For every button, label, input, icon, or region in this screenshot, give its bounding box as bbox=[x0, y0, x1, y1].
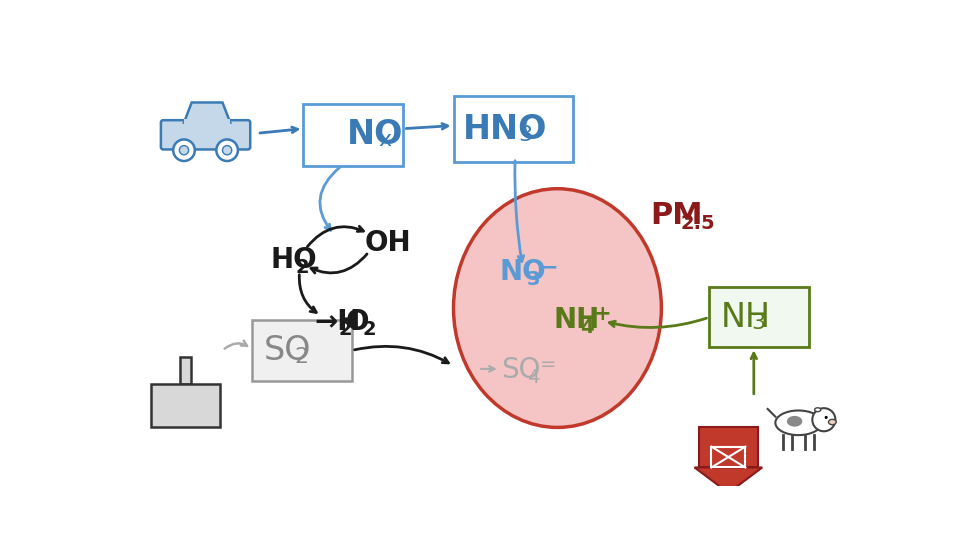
FancyBboxPatch shape bbox=[180, 357, 191, 383]
Circle shape bbox=[173, 139, 195, 161]
FancyBboxPatch shape bbox=[699, 428, 757, 467]
FancyBboxPatch shape bbox=[709, 287, 809, 347]
Text: =: = bbox=[540, 355, 556, 374]
Polygon shape bbox=[184, 103, 230, 122]
Text: SO: SO bbox=[501, 355, 540, 384]
Text: HNO: HNO bbox=[463, 112, 547, 146]
FancyBboxPatch shape bbox=[161, 120, 251, 150]
Text: 2.5: 2.5 bbox=[681, 214, 715, 233]
Text: →H: →H bbox=[315, 308, 361, 336]
Circle shape bbox=[216, 139, 238, 161]
Text: 2: 2 bbox=[363, 320, 376, 339]
FancyBboxPatch shape bbox=[303, 104, 403, 165]
Text: 2: 2 bbox=[296, 258, 309, 277]
Text: PM: PM bbox=[650, 201, 703, 230]
Text: NO: NO bbox=[500, 258, 546, 286]
Circle shape bbox=[223, 146, 231, 155]
Text: SO: SO bbox=[263, 334, 311, 367]
FancyBboxPatch shape bbox=[252, 319, 352, 381]
Circle shape bbox=[812, 408, 835, 431]
Text: NO: NO bbox=[348, 118, 403, 151]
Ellipse shape bbox=[828, 419, 836, 425]
Text: −: − bbox=[540, 257, 559, 277]
Text: O: O bbox=[346, 308, 370, 336]
Text: OH: OH bbox=[365, 229, 412, 257]
Text: HO: HO bbox=[271, 246, 317, 274]
Ellipse shape bbox=[787, 416, 803, 426]
Circle shape bbox=[180, 146, 188, 155]
Text: 3: 3 bbox=[518, 125, 532, 145]
Ellipse shape bbox=[776, 411, 822, 435]
Text: 3: 3 bbox=[527, 270, 540, 289]
Text: NH: NH bbox=[721, 301, 771, 334]
Text: +: + bbox=[593, 304, 612, 324]
Text: 3: 3 bbox=[752, 313, 766, 334]
Circle shape bbox=[825, 416, 828, 419]
Polygon shape bbox=[694, 467, 762, 493]
Text: NH: NH bbox=[554, 306, 600, 334]
FancyBboxPatch shape bbox=[184, 120, 230, 126]
FancyBboxPatch shape bbox=[453, 96, 573, 162]
Ellipse shape bbox=[815, 408, 821, 412]
FancyBboxPatch shape bbox=[151, 383, 220, 428]
Text: x: x bbox=[378, 130, 391, 150]
Text: 2: 2 bbox=[338, 320, 351, 339]
Text: 2: 2 bbox=[294, 347, 308, 366]
Ellipse shape bbox=[453, 189, 661, 428]
Text: 4: 4 bbox=[527, 368, 539, 387]
Text: 4: 4 bbox=[581, 318, 594, 337]
